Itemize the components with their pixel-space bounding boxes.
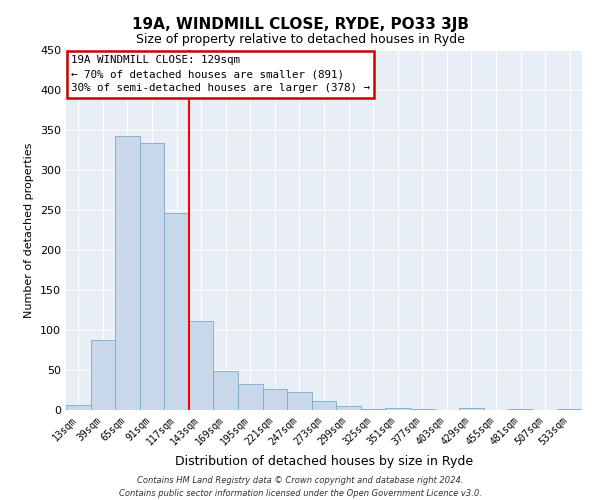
Bar: [557, 409, 582, 410]
Bar: [214, 371, 238, 410]
Bar: [238, 384, 263, 410]
X-axis label: Distribution of detached houses by size in Ryde: Distribution of detached houses by size …: [175, 455, 473, 468]
Bar: [508, 409, 533, 410]
Bar: [336, 406, 361, 410]
Bar: [459, 408, 484, 410]
Bar: [115, 136, 140, 410]
Bar: [361, 409, 385, 410]
Bar: [140, 143, 164, 410]
Y-axis label: Number of detached properties: Number of detached properties: [25, 142, 34, 318]
Text: Contains HM Land Registry data © Crown copyright and database right 2024.
Contai: Contains HM Land Registry data © Crown c…: [119, 476, 481, 498]
Bar: [91, 340, 115, 410]
Bar: [312, 401, 336, 410]
Bar: [410, 409, 434, 410]
Text: 19A WINDMILL CLOSE: 129sqm
← 70% of detached houses are smaller (891)
30% of sem: 19A WINDMILL CLOSE: 129sqm ← 70% of deta…: [71, 56, 370, 94]
Bar: [263, 389, 287, 410]
Bar: [287, 392, 312, 410]
Bar: [66, 405, 91, 410]
Bar: [385, 408, 410, 410]
Text: Size of property relative to detached houses in Ryde: Size of property relative to detached ho…: [136, 32, 464, 46]
Text: 19A, WINDMILL CLOSE, RYDE, PO33 3JB: 19A, WINDMILL CLOSE, RYDE, PO33 3JB: [131, 18, 469, 32]
Bar: [189, 321, 214, 410]
Bar: [164, 213, 189, 410]
